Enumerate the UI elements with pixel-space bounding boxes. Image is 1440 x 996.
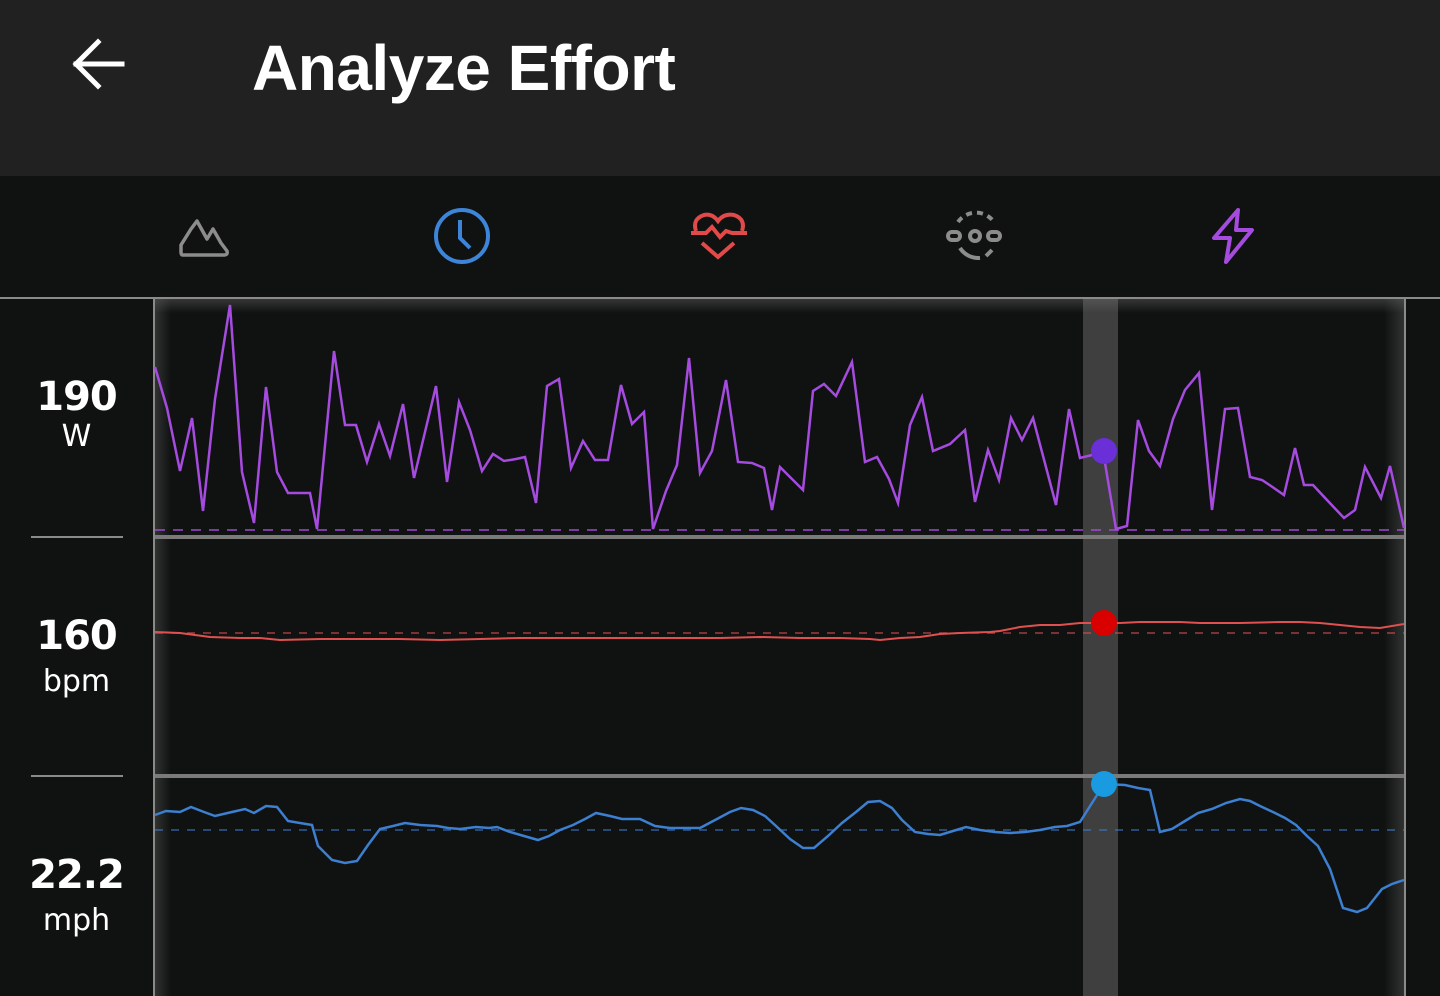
metric-tab-bar — [0, 176, 1440, 297]
speed-value: 22.2 — [29, 852, 125, 898]
chart-edge-shade — [155, 299, 1404, 313]
back-button[interactable] — [60, 28, 136, 100]
tab-cadence[interactable] — [935, 196, 1015, 276]
chart-area[interactable] — [153, 299, 1407, 996]
divider — [31, 536, 123, 538]
chart-border-right — [1404, 299, 1406, 996]
page-title: Analyze Effort — [252, 32, 676, 104]
speed-readout: 22.2 mph — [0, 853, 153, 939]
speed-unit: mph — [42, 903, 111, 938]
heart-rate-unit: bpm — [42, 664, 111, 699]
power-readout: 190 W — [0, 375, 153, 455]
clock-icon — [434, 208, 490, 264]
tab-elevation[interactable] — [165, 196, 245, 276]
chart-frame-top — [0, 297, 1440, 299]
power-value: 190 — [36, 374, 118, 420]
chart-border-left — [153, 299, 155, 996]
arrow-left-icon — [72, 38, 125, 90]
metric-labels: 190 W 160 bpm 22.2 mph — [0, 299, 153, 996]
app-header: Analyze Effort — [0, 0, 1440, 176]
tab-time[interactable] — [422, 196, 502, 276]
scrub-cursor[interactable] — [1083, 299, 1118, 996]
cadence-icon — [946, 210, 1002, 261]
tab-heart-rate[interactable] — [679, 196, 759, 276]
power-unit: W — [61, 419, 92, 454]
mountain-icon — [179, 219, 229, 257]
heart-pulse-icon — [691, 212, 747, 260]
lightning-bolt-icon — [1212, 208, 1254, 264]
heart-rate-readout: 160 bpm — [0, 614, 153, 700]
chart-edge-shade — [1384, 299, 1404, 996]
tab-power[interactable] — [1192, 196, 1272, 276]
heart-rate-value: 160 — [36, 613, 118, 659]
divider — [31, 775, 123, 777]
chart-edge-shade — [155, 299, 171, 996]
